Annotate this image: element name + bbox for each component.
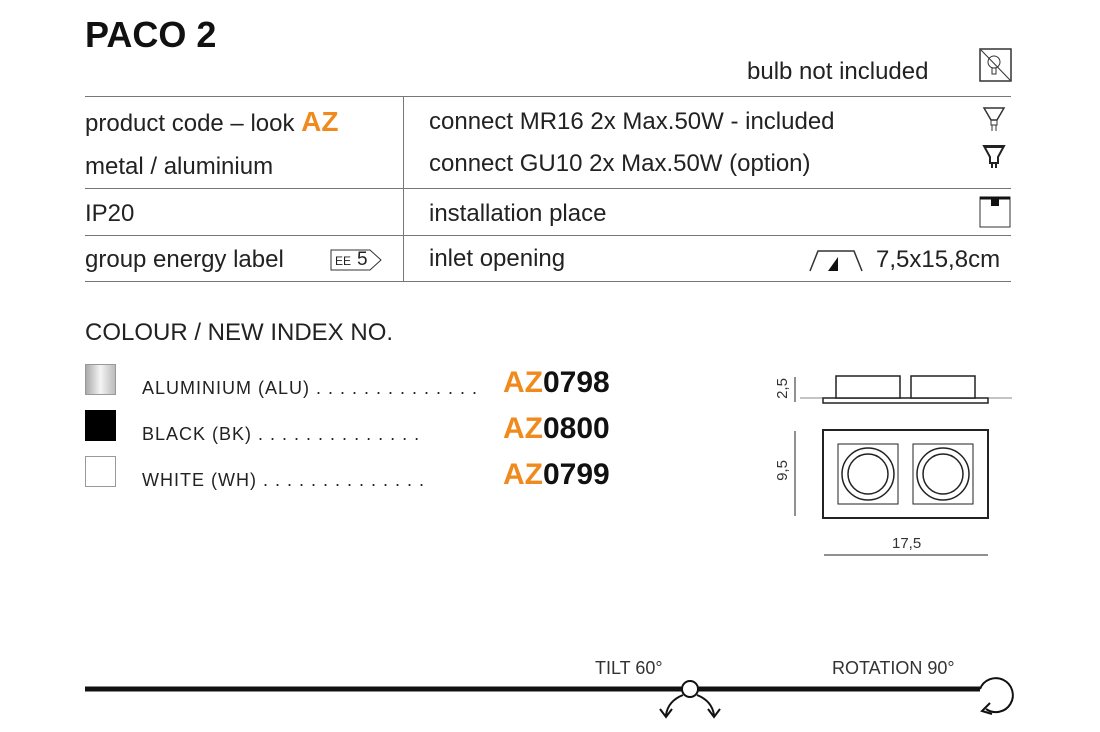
code-prefix: AZ: [503, 366, 543, 399]
product-title: PACO 2: [85, 14, 217, 55]
dimension-height: 2,5: [773, 378, 791, 399]
divider: [85, 188, 1011, 189]
leader-dots: . . . . . . . . . . . . . .: [258, 424, 421, 444]
rotation-icon: [979, 677, 1014, 715]
product-code-accent: AZ: [301, 106, 339, 137]
mr16-label: connect MR16 2x Max.50W - included: [429, 108, 835, 135]
tilt-label: TILT 60°: [595, 658, 663, 678]
energy-label-text: group energy label: [85, 246, 284, 273]
ip-rating-label: IP20: [85, 200, 135, 227]
colour-name-black: BLACK (BK) . . . . . . . . . . . . . .: [142, 424, 420, 445]
bulb-not-included-label: bulb not included: [747, 58, 929, 85]
colour-name: ALUMINIUM (ALU): [142, 378, 311, 398]
material-label: metal / aluminium: [85, 153, 274, 180]
leader-dots: . . . . . . . . . . . . . .: [262, 470, 426, 490]
ceiling-installation-icon: [979, 196, 1011, 228]
colour-name: WHITE (WH): [142, 470, 257, 490]
tilt-icon: [659, 680, 721, 719]
installation-place-label: installation place: [429, 200, 607, 227]
product-code-row: product code – look AZ: [85, 106, 338, 138]
colour-name: BLACK (BK): [142, 424, 253, 444]
energy-badge-value: 5: [357, 249, 368, 270]
code-number: 0799: [543, 458, 610, 491]
dimension-width: 17,5: [892, 535, 922, 552]
divider: [85, 235, 1011, 236]
index-code-aluminium: AZ0798: [503, 366, 610, 400]
inlet-opening-value: 7,5x15,8cm: [876, 246, 1001, 273]
dimension-depth: 9,5: [773, 460, 791, 481]
rotation-label: ROTATION 90°: [832, 658, 955, 678]
tilt-rotation-bar: [85, 677, 1014, 719]
inlet-opening-icon: [809, 250, 863, 272]
column-divider: [403, 96, 404, 281]
code-prefix: AZ: [503, 458, 543, 491]
product-code-label: product code – look: [85, 110, 295, 137]
gu10-label: connect GU10 2x Max.50W (option): [429, 150, 811, 177]
colour-name-aluminium: ALUMINIUM (ALU) . . . . . . . . . . . . …: [142, 378, 478, 399]
leader-dots: . . . . . . . . . . . . . .: [316, 378, 479, 398]
dimension-drawing: [794, 375, 1012, 556]
energy-badge-prefix: EE: [335, 254, 352, 268]
colour-swatch-black: [85, 410, 116, 441]
divider: [85, 96, 1011, 97]
code-number: 0800: [543, 412, 610, 445]
code-number: 0798: [543, 366, 610, 399]
divider: [85, 281, 1011, 282]
colour-heading: COLOUR / NEW INDEX NO.: [85, 319, 394, 346]
index-code-white: AZ0799: [503, 458, 610, 492]
inlet-opening-label: inlet opening: [429, 245, 566, 272]
colour-swatch-white: [85, 456, 116, 487]
no-bulb-icon: [979, 48, 1012, 82]
gu10-bulb-icon: [982, 145, 1006, 168]
colour-swatch-aluminium: [85, 364, 116, 395]
code-prefix: AZ: [503, 412, 543, 445]
colour-name-white: WHITE (WH) . . . . . . . . . . . . . .: [142, 470, 425, 491]
mr16-bulb-icon: [982, 107, 1006, 131]
energy-badge: EE 5: [330, 249, 382, 271]
index-code-black: AZ0800: [503, 412, 610, 446]
